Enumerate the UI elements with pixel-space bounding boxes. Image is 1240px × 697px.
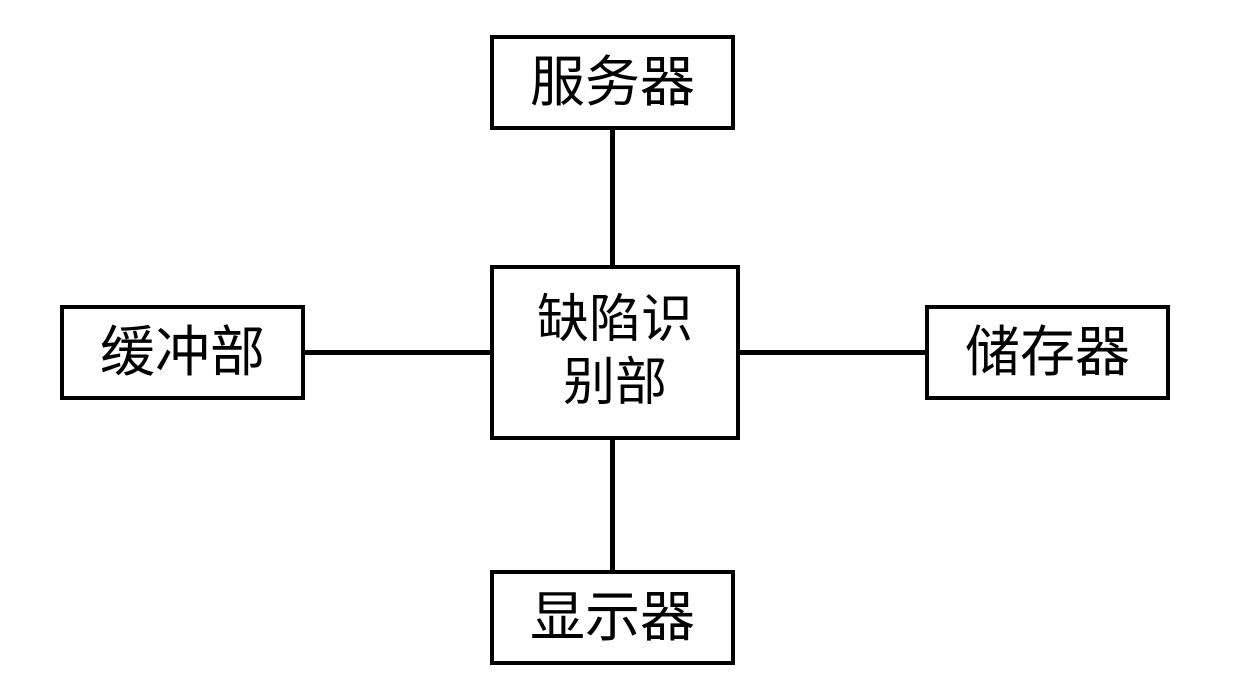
node-storage-label: 储存器 — [965, 320, 1130, 386]
edge-center-right — [740, 350, 925, 355]
node-storage: 储存器 — [925, 305, 1170, 400]
node-display: 显示器 — [490, 570, 735, 665]
node-buffer: 缓冲部 — [60, 305, 305, 400]
node-buffer-label: 缓冲部 — [100, 320, 265, 386]
edge-left-center — [305, 350, 490, 355]
node-server: 服务器 — [490, 35, 735, 130]
edge-top-center — [610, 130, 615, 265]
node-defect-recognition: 缺陷识 别部 — [490, 265, 740, 440]
node-display-label: 显示器 — [530, 585, 695, 651]
edge-center-bottom — [610, 440, 615, 570]
node-server-label: 服务器 — [530, 50, 695, 116]
node-defect-recognition-label: 缺陷识 别部 — [537, 290, 693, 415]
